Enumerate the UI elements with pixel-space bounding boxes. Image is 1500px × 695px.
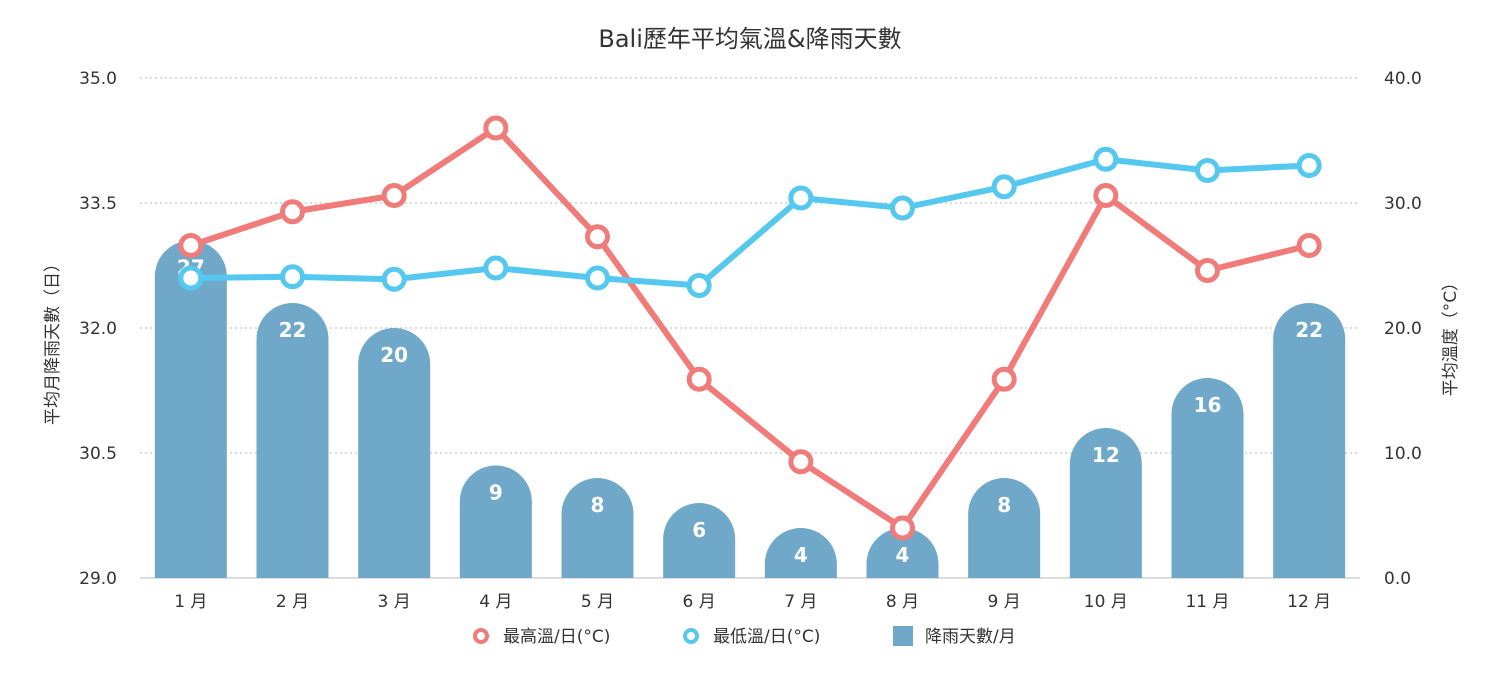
legend-item-rain-days[interactable]: 降雨天數/月 xyxy=(893,626,1016,647)
chart-title: Bali歷年平均氣溫&降雨天數 xyxy=(598,25,901,53)
right-axis-ticks: 0.0 10.0 20.0 30.0 40.0 xyxy=(1384,69,1422,589)
max-temp-point[interactable] xyxy=(991,366,1017,392)
legend-marker-max-temp xyxy=(473,628,489,644)
max-temp-point[interactable] xyxy=(890,515,915,541)
rain-days-bar-label: 4 xyxy=(794,543,808,567)
min-temp-point[interactable] xyxy=(1195,158,1220,183)
rain-days-bar-label: 8 xyxy=(591,493,605,517)
x-tick-label: 12 月 xyxy=(1287,592,1331,612)
x-tick-label: 7 月 xyxy=(784,592,817,612)
max-temp-point[interactable] xyxy=(381,183,407,208)
rain-days-bar-label: 20 xyxy=(380,343,408,367)
rain-days-bar[interactable] xyxy=(663,503,736,578)
x-tick-label: 6 月 xyxy=(683,592,716,612)
left-axis-ticks: 29.0 30.5 32.0 33.5 35.0 xyxy=(79,69,117,589)
left-tick-label: 35.0 xyxy=(79,69,117,89)
min-temp-point[interactable] xyxy=(991,174,1017,200)
x-tick-label: 10 月 xyxy=(1084,592,1128,612)
rain-days-bar-label: 16 xyxy=(1194,393,1222,417)
bar-series xyxy=(154,240,1346,579)
rain-days-bar[interactable] xyxy=(866,528,939,578)
bar-data-labels: 272220986448121622 xyxy=(177,256,1323,568)
min-temp-point[interactable] xyxy=(483,255,509,281)
right-tick-label: 20.0 xyxy=(1384,319,1422,339)
rain-days-bar[interactable] xyxy=(1171,378,1244,578)
rain-days-bar-label: 4 xyxy=(896,543,910,567)
right-tick-label: 40.0 xyxy=(1384,69,1422,89)
rain-days-bar[interactable] xyxy=(1273,303,1346,578)
x-tick-label: 3 月 xyxy=(378,592,411,612)
max-temp-point[interactable] xyxy=(686,366,712,392)
max-temp-point[interactable] xyxy=(178,233,204,258)
x-tick-label: 1 月 xyxy=(174,592,207,612)
rain-days-bar-label: 22 xyxy=(1295,318,1323,342)
min-temp-point[interactable] xyxy=(686,273,712,298)
legend-item-max-temp[interactable]: 最高溫/日(°C) xyxy=(473,627,610,647)
max-temp-point[interactable] xyxy=(1195,258,1220,283)
right-tick-label: 10.0 xyxy=(1384,444,1422,464)
x-tick-label: 2 月 xyxy=(276,592,309,612)
max-temp-line xyxy=(187,125,1313,531)
legend-label-min-temp: 最低溫/日(°C) xyxy=(713,627,820,647)
max-temp-point[interactable] xyxy=(483,115,509,141)
rain-days-bar[interactable] xyxy=(154,240,227,579)
rain-days-bar[interactable] xyxy=(256,303,329,578)
right-axis-label: 平均溫度（°C） xyxy=(1441,274,1461,396)
rain-days-bar[interactable] xyxy=(764,528,837,578)
min-temp-point[interactable] xyxy=(381,266,407,292)
line-series xyxy=(178,115,1322,541)
min-temp-point[interactable] xyxy=(788,185,814,211)
x-axis-ticks: 1 月 2 月 3 月 4 月 5 月 6 月 7 月 8 月 9 月 10 月 11 月 12 月 xyxy=(174,592,1331,612)
max-temp-point[interactable] xyxy=(280,199,305,225)
max-temp-point[interactable] xyxy=(1093,183,1119,208)
x-tick-label: 11 月 xyxy=(1185,592,1229,612)
left-tick-label: 32.0 xyxy=(79,319,117,339)
rain-days-bar[interactable] xyxy=(1069,428,1142,578)
min-temp-point[interactable] xyxy=(178,265,204,291)
legend-marker-min-temp xyxy=(683,628,699,644)
gridlines xyxy=(140,77,1360,579)
legend-label-max-temp: 最高溫/日(°C) xyxy=(503,627,610,647)
left-axis-label: 平均月降雨天數（日） xyxy=(43,255,63,425)
rain-days-bar[interactable] xyxy=(358,328,431,578)
left-tick-label: 30.5 xyxy=(79,444,117,464)
right-tick-label: 0.0 xyxy=(1384,569,1411,589)
legend-marker-rain-days xyxy=(893,626,913,646)
max-temp-point[interactable] xyxy=(788,449,814,475)
min-temp-line xyxy=(187,156,1313,289)
rain-days-bar[interactable] xyxy=(561,478,634,578)
left-tick-label: 33.5 xyxy=(79,194,117,214)
min-temp-point[interactable] xyxy=(1296,153,1322,178)
x-tick-label: 4 月 xyxy=(479,592,512,612)
x-tick-label: 5 月 xyxy=(581,592,614,612)
left-tick-label: 29.0 xyxy=(79,569,117,589)
legend: 最高溫/日(°C) 最低溫/日(°C) 降雨天數/月 xyxy=(473,626,1016,647)
rain-days-bar[interactable] xyxy=(968,478,1041,578)
min-temp-point[interactable] xyxy=(585,265,610,291)
x-tick-label: 8 月 xyxy=(886,592,919,612)
rain-days-bar-label: 22 xyxy=(279,318,307,342)
legend-label-rain-days: 降雨天數/月 xyxy=(925,627,1016,647)
rain-days-bar[interactable] xyxy=(459,465,532,578)
rain-days-bar-label: 6 xyxy=(692,518,706,542)
min-temp-point[interactable] xyxy=(890,195,915,221)
rain-days-bar-label: 9 xyxy=(489,481,503,505)
x-tick-label: 9 月 xyxy=(988,592,1021,612)
max-temp-point[interactable] xyxy=(585,224,610,250)
min-temp-point[interactable] xyxy=(280,264,305,290)
max-temp-point[interactable] xyxy=(1296,233,1322,258)
right-tick-label: 30.0 xyxy=(1384,194,1422,214)
rain-days-bar-label: 12 xyxy=(1092,443,1120,467)
min-temp-point[interactable] xyxy=(1093,146,1119,172)
legend-item-min-temp[interactable]: 最低溫/日(°C) xyxy=(683,627,820,647)
rain-days-bar-label: 8 xyxy=(997,493,1011,517)
